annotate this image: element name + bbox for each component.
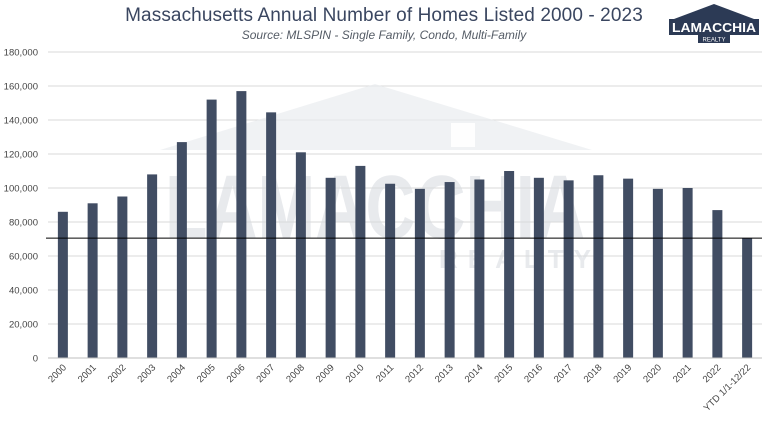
x-tick-label: 2000 [46, 362, 69, 385]
x-tick-label: 2005 [195, 362, 218, 385]
x-tick-label: 2007 [255, 362, 278, 385]
bar-2020 [652, 188, 663, 358]
x-tick-label: 2009 [314, 362, 337, 385]
bar-2009 [325, 177, 336, 358]
y-tick-label: 0 [33, 354, 38, 365]
y-tick-label: 100,000 [4, 184, 38, 195]
x-tick-label: 2022 [701, 362, 724, 385]
x-tick-label: 2004 [165, 362, 188, 385]
x-tick-label: 2001 [76, 362, 99, 385]
y-tick-label: 60,000 [9, 252, 38, 263]
bar-YTD-1-1-12-22 [742, 238, 753, 358]
logo-roof-icon [674, 4, 754, 19]
y-tick-label: 20,000 [9, 320, 38, 331]
watermark-wordmark: LAMACCHIA [165, 158, 585, 258]
bar-2011 [385, 183, 396, 358]
x-tick-label: 2006 [225, 362, 248, 385]
gridlines [48, 51, 762, 359]
x-tick-label: 2020 [641, 362, 664, 385]
watermark-tagline: REALTY [439, 244, 601, 274]
bar-2013 [444, 182, 455, 358]
bar-2002 [117, 196, 128, 358]
logo-tagline: REALTY [703, 38, 726, 44]
bar-2006 [236, 91, 247, 358]
bar-2017 [563, 180, 574, 358]
bar-2008 [295, 152, 306, 358]
bar-2012 [414, 188, 425, 358]
x-tick-label: 2011 [374, 362, 396, 384]
x-tick-label: 2008 [284, 362, 307, 385]
y-tick-label: 80,000 [9, 218, 38, 229]
bars [57, 91, 753, 358]
x-tick-label: 2021 [671, 362, 694, 385]
bar-2005 [206, 99, 217, 358]
x-tick-label: 2002 [106, 362, 129, 385]
y-tick-label: 140,000 [4, 116, 38, 127]
bar-2016 [533, 177, 544, 358]
x-tick-label: 2015 [493, 362, 516, 385]
bar-2015 [504, 171, 515, 358]
y-tick-label: 120,000 [4, 150, 38, 161]
y-tick-label: 180,000 [4, 48, 38, 59]
x-tick-label: 2003 [136, 362, 159, 385]
bar-2018 [593, 175, 604, 358]
x-tick-label: 2014 [463, 362, 486, 385]
bar-2010 [355, 165, 366, 358]
bar-2000 [57, 211, 68, 358]
bar-2004 [176, 142, 187, 358]
x-tick-label: 2019 [612, 362, 635, 385]
chart-subtitle: Source: MLSPIN - Single Family, Condo, M… [241, 28, 527, 42]
logo-wordmark: LAMACCHIA [672, 20, 757, 35]
bar-2019 [623, 178, 634, 358]
x-tick-label: 2017 [552, 362, 575, 385]
x-tick-label: 2013 [433, 362, 456, 385]
brand-logo: LAMACCHIA REALTY [669, 4, 759, 44]
bar-2003 [147, 174, 158, 358]
bar-2014 [474, 179, 485, 358]
bar-2001 [87, 203, 98, 358]
bar-2007 [266, 112, 277, 358]
y-axis: 0 20,000 40,000 60,000 80,000 100,000 120,000 1… [4, 48, 38, 365]
x-axis: 2000 2001 2002 2003 2004 2005 2006 2007 2008 2009… [46, 357, 762, 414]
x-tick-label: 2012 [403, 362, 426, 385]
y-tick-label: 160,000 [4, 82, 38, 93]
x-tick-label: 2010 [344, 362, 367, 385]
x-tick-label: 2018 [582, 362, 605, 385]
bar-2021 [682, 188, 693, 358]
bar-2022 [712, 210, 723, 358]
watermark-house-icon [160, 84, 592, 150]
chart-title: Massachusetts Annual Number of Homes Lis… [125, 5, 643, 26]
y-tick-label: 40,000 [9, 286, 38, 297]
x-tick-label: 2016 [522, 362, 545, 385]
